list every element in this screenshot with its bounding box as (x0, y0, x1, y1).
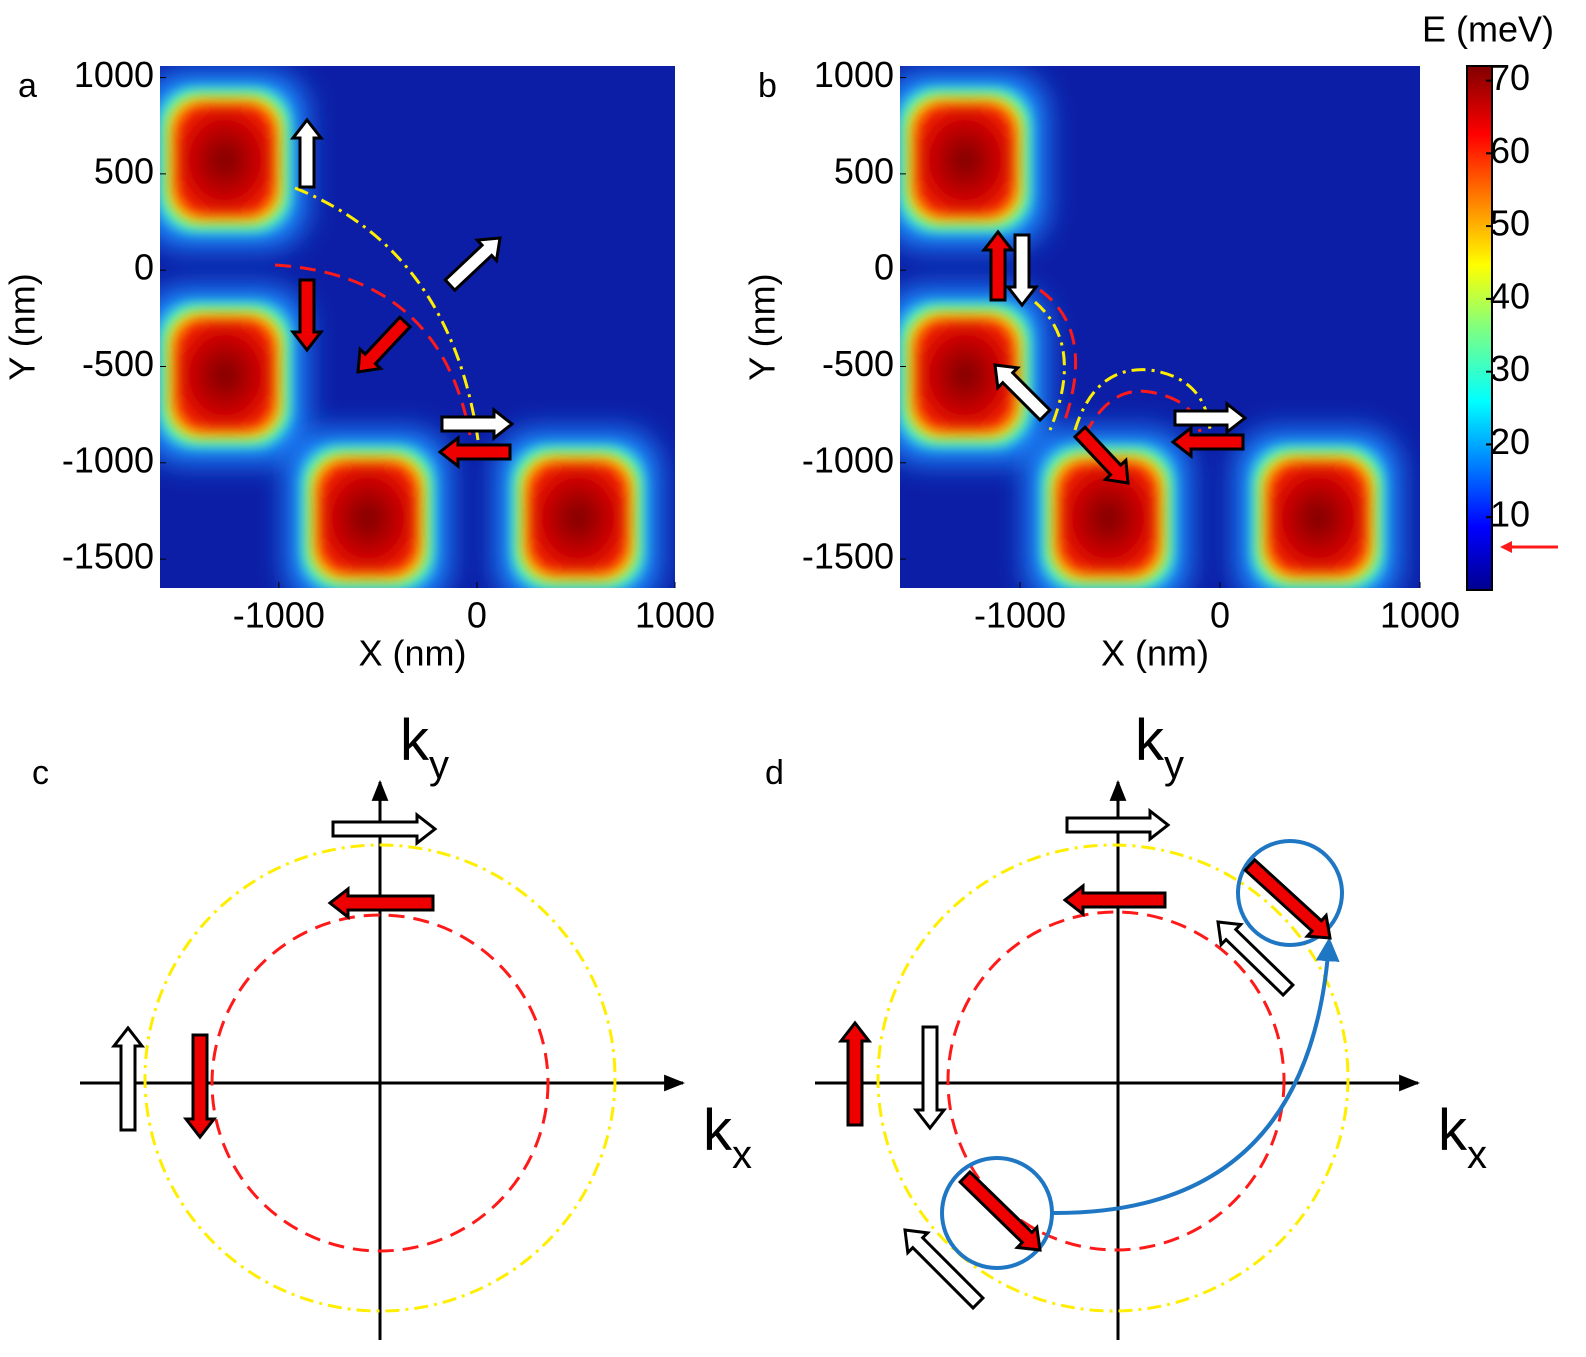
spin-arrow (356, 315, 413, 374)
subscript: y (1164, 743, 1184, 787)
ky-label: ky (400, 708, 449, 786)
subscript: y (429, 743, 449, 787)
x-axis-label: X (nm) (359, 633, 467, 674)
spin-arrow (289, 117, 325, 189)
spin-arrow (903, 1228, 986, 1311)
dot-core (1268, 462, 1368, 574)
y-tick-label: -500 (822, 343, 894, 384)
y-tick-label: 1000 (74, 54, 154, 95)
spin-arrow (331, 811, 438, 847)
spin-arrow (1065, 807, 1171, 843)
x-tick-label: 0 (467, 595, 487, 636)
spin-arrow (837, 1020, 873, 1127)
panel-label: c (32, 754, 49, 792)
y-tick-label: 500 (834, 150, 894, 191)
dot-core (915, 104, 1015, 216)
x-axis-label: X (nm) (1101, 633, 1209, 674)
spin-arrow (110, 1025, 146, 1132)
x-tick-label: 1000 (1380, 595, 1460, 636)
spin-arrow (1062, 882, 1167, 918)
panel-label: a (18, 67, 37, 105)
colorbar-tick-label: 30 (1490, 348, 1530, 389)
dot-core (915, 319, 1015, 431)
ky-label: ky (1135, 708, 1184, 786)
symbol: k (1438, 1098, 1468, 1163)
subscript: x (1467, 1133, 1487, 1177)
highlight-circle (1236, 839, 1344, 947)
colorbar-tick-label: 70 (1490, 57, 1530, 98)
diagram-c-layout (80, 779, 686, 1340)
y-tick-label: 1000 (814, 54, 894, 95)
energy-indicator-head (1500, 541, 1512, 553)
y-tick-label: -500 (82, 343, 154, 384)
dot-core (175, 319, 275, 431)
spin-arrow (957, 1169, 1042, 1252)
colorbar-tick-label: 60 (1490, 130, 1530, 171)
spin-arrow (327, 885, 435, 921)
x-tick-label: 1000 (635, 595, 715, 636)
panel-label: b (758, 67, 777, 105)
spin-arrow (980, 229, 1016, 302)
spin-arrow (1004, 233, 1040, 308)
dot-core (1058, 462, 1158, 574)
spin-arrow (1072, 425, 1130, 485)
spin-arrow (1216, 920, 1295, 998)
kx-label: kx (703, 1098, 752, 1176)
colorbar-tick-label: 10 (1490, 494, 1530, 535)
inner-circle (210, 913, 550, 1253)
trajectory (1034, 300, 1066, 431)
subscript: x (732, 1133, 752, 1177)
spin-arrow (437, 434, 512, 470)
trajectory (1039, 288, 1078, 421)
colorbar-title: E (meV) (1422, 9, 1554, 50)
symbol: k (400, 708, 430, 773)
spin-arrow (993, 363, 1053, 423)
symbol: k (703, 1098, 733, 1163)
y-tick-label: -1000 (802, 439, 894, 480)
trajectory (1073, 368, 1212, 431)
outer-circle (143, 843, 617, 1313)
y-tick-label: 0 (134, 247, 154, 288)
x-tick-label: -1000 (974, 595, 1066, 636)
heatmap (160, 66, 675, 588)
spin-arrow (440, 406, 515, 442)
colorbar-tick-label: 50 (1490, 203, 1530, 244)
trajectory (274, 263, 472, 436)
dot-core (318, 462, 418, 574)
outer-circle (876, 843, 1350, 1313)
kx-label: kx (1438, 1098, 1487, 1176)
y-axis-label: Y (nm) (2, 273, 43, 380)
colorbar-tick-label: 40 (1490, 275, 1530, 316)
y-tick-label: 0 (874, 247, 894, 288)
x-tick-label: -1000 (233, 595, 325, 636)
trajectory (294, 186, 480, 441)
panel-label: d (765, 754, 784, 792)
symbol: k (1135, 708, 1165, 773)
y-tick-label: -1500 (802, 536, 894, 577)
spin-arrow (182, 1033, 218, 1140)
x-tick-label: 0 (1210, 595, 1230, 636)
colorbar (1466, 65, 1493, 591)
diagram-d-layout (815, 779, 1421, 1340)
dot-core (175, 104, 275, 216)
spin-arrow (289, 278, 325, 353)
spin-arrow (912, 1025, 948, 1131)
colorbar-tick-label: 20 (1490, 421, 1530, 462)
inner-circle (946, 910, 1286, 1252)
spin-arrow (1243, 857, 1332, 940)
spin-arrow (1170, 424, 1245, 460)
y-tick-label: -1500 (62, 536, 154, 577)
scattering-arrow (1051, 937, 1340, 1216)
y-tick-label: -1000 (62, 439, 154, 480)
heatmap (900, 66, 1420, 588)
y-axis-label: Y (nm) (742, 273, 783, 380)
y-tick-label: 500 (94, 150, 154, 191)
spin-arrow (443, 236, 502, 293)
dot-core (528, 462, 628, 574)
